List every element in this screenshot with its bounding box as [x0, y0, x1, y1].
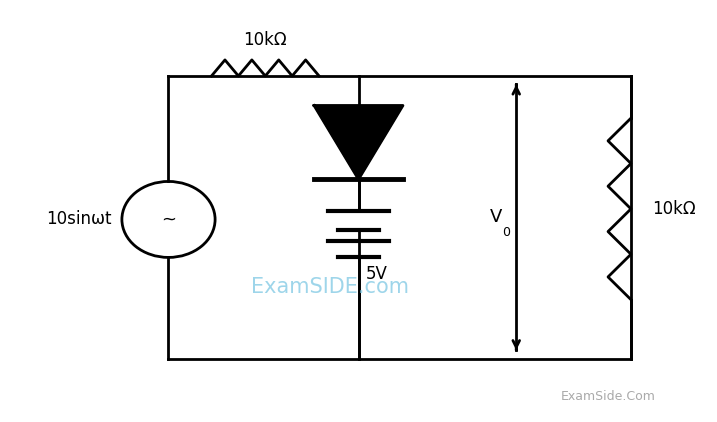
- Polygon shape: [314, 106, 403, 179]
- Text: ExamSIDE.com: ExamSIDE.com: [251, 277, 409, 297]
- Text: ~: ~: [161, 211, 176, 228]
- Text: 10kΩ: 10kΩ: [652, 200, 696, 218]
- Text: 10kΩ: 10kΩ: [244, 30, 287, 49]
- Text: 10sinωt: 10sinωt: [46, 211, 111, 228]
- Text: 0: 0: [503, 226, 511, 238]
- Text: 5V: 5V: [366, 265, 387, 283]
- Text: V: V: [490, 208, 502, 226]
- Text: ExamSide.Com: ExamSide.Com: [561, 390, 656, 403]
